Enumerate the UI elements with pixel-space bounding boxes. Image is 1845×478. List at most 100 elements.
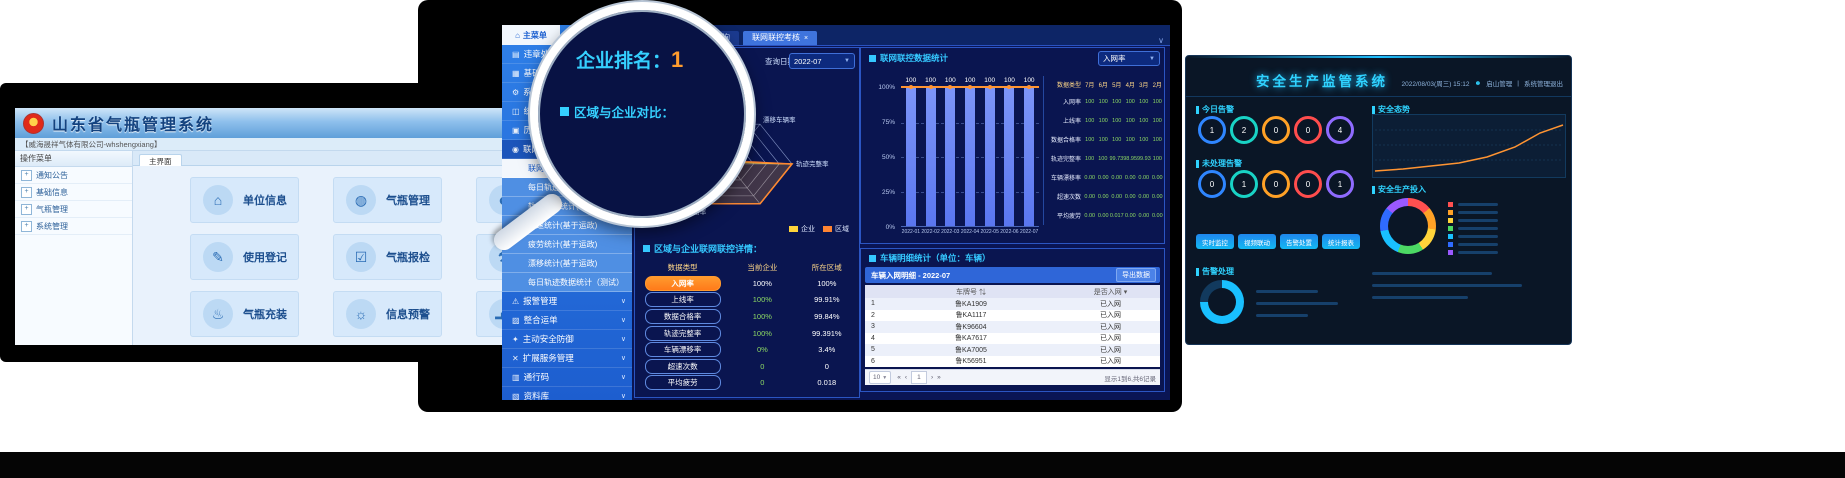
metric-button-车辆漂移率[interactable]: 车辆漂移率 [644, 342, 721, 358]
metric-button-平均疲劳[interactable]: 平均疲劳 [644, 375, 721, 391]
y-tick: 25% [881, 189, 895, 196]
detail-col-当前企业: 当前企业 [747, 262, 778, 272]
bar-2022-06 [1004, 88, 1015, 226]
current-page[interactable]: 1 [910, 371, 927, 384]
month-table: 数据类型 7月 6月 5月 4月 3月 2月 入网率 100 100 100 100 100 100 上线率… [1043, 76, 1164, 225]
expand-icon[interactable]: + [21, 169, 32, 181]
function-button-告警处置[interactable]: 告警处置 [1280, 234, 1318, 249]
placeholder-text-line [1256, 290, 1318, 293]
x-tick: 2022-02 [921, 229, 940, 235]
sidebar-title: 操作菜单 [15, 151, 132, 167]
tabbar-chevron-down-icon[interactable]: ∨ [1158, 36, 1164, 45]
user-name[interactable]: 启山管理 [1486, 81, 1513, 88]
legend-企业: 企业 [789, 224, 815, 234]
function-button-实时监控[interactable]: 实时监控 [1196, 234, 1234, 249]
next-page-button[interactable]: › [930, 374, 934, 381]
function-button-统计报表[interactable]: 统计报表 [1322, 234, 1360, 249]
col-plate[interactable]: 车牌号 ⇅ [956, 288, 986, 296]
expand-icon[interactable]: + [21, 186, 32, 198]
warning-icon: ☼ [346, 299, 376, 329]
tab-strip: 主界面 [133, 151, 502, 168]
menu-item-扩展服务管理[interactable]: ✕ 扩展服务管理 ∨ [502, 349, 632, 368]
tile-信息预警[interactable]: ☼ 信息预警 [333, 291, 442, 337]
metric-select[interactable]: 入网率 ▼ [1098, 51, 1160, 66]
close-icon[interactable]: × [804, 35, 809, 42]
window-body: 操作菜单 + 通知公告 + 基础信息 + 气瓶管理 + 系统管理 主界面 ⌂ 单位信息 ◍ 气瓶管理… [15, 151, 502, 345]
today-alarms-title: 今日告警 [1196, 104, 1234, 115]
wrench-icon: ⚒ [489, 242, 502, 272]
section-bullet-icon [869, 254, 876, 262]
prev-page-button[interactable]: ‹ [904, 374, 907, 381]
expand-icon[interactable]: + [21, 203, 32, 215]
function-button-视频联动[interactable]: 视频联动 [1238, 234, 1276, 249]
menu-item-通行码[interactable]: ▥ 通行码 ∨ [502, 368, 632, 387]
vehicle-row[interactable]: 4 鲁KA7617 已入网 [865, 332, 1160, 344]
detail-table-header: 数据类型 当前企业 所在区域 [635, 260, 859, 274]
alarm-ring-gauge: 1 [1230, 170, 1258, 198]
tile-使用登记[interactable]: ✎ 使用登记 [190, 234, 299, 280]
sort-icon[interactable]: ⇅ [978, 288, 986, 296]
metric-button-超速次数[interactable]: 超速次数 [644, 358, 721, 374]
submenu-item-疲劳统计(基于运政)[interactable]: 疲劳统计(基于运政) [502, 235, 632, 254]
month-table-row: 超速次数 0.00 0.00 0.00 0.00 0.00 0.00 [1056, 193, 1163, 202]
company-value: 100% [752, 328, 772, 338]
logout-link[interactable]: 系统管理退出 [1524, 81, 1563, 88]
metric-button-入网率[interactable]: 入网率 [644, 275, 721, 291]
menu-item-报警管理[interactable]: ⚠ 报警管理 ∨ [502, 292, 632, 311]
vehicle-row[interactable]: 5 鲁KA7005 已入网 [865, 344, 1160, 356]
vehicle-row[interactable]: 3 鲁K96604 已入网 [865, 321, 1160, 333]
y-tick: 0% [885, 224, 895, 231]
sidebar-item-基础信息[interactable]: + 基础信息 [15, 184, 132, 201]
region-value: 99.84% [814, 311, 840, 321]
submenu-item-每日轨迹数据统计（测试）[interactable]: 每日轨迹数据统计（测试） [502, 273, 632, 292]
menu-item-主动安全防御[interactable]: ✦ 主动安全防御 ∨ [502, 330, 632, 349]
expand-icon[interactable]: + [21, 220, 32, 232]
bar-value-label: 100 [944, 77, 956, 84]
vehicle-panel: 车辆明细统计（单位：车辆） 车辆入网明细 - 2022-07 导出数据 车牌号 … [860, 248, 1165, 392]
page-size-select[interactable]: 10 ▼ [869, 371, 892, 384]
sidebar-home-tab[interactable]: ⌂ 主菜单 [502, 25, 560, 45]
sidebar-item-系统管理[interactable]: + 系统管理 [15, 218, 132, 235]
tile-label: 信息预警 [386, 309, 430, 321]
svg-text:轨迹完整率: 轨迹完整率 [796, 159, 829, 168]
donut-legend-swatch [1448, 250, 1453, 255]
trend-line-chart [1374, 124, 1564, 172]
placeholder-text-line [1256, 302, 1338, 305]
metric-button-轨迹完整率[interactable]: 轨迹完整率 [644, 325, 721, 341]
tab-main-screen[interactable]: 主界面 [139, 154, 182, 168]
query-date-select[interactable]: 2022-07 ▼ [789, 53, 855, 69]
submenu-item-漂移统计(基于运政)[interactable]: 漂移统计(基于运政) [502, 254, 632, 273]
export-button[interactable]: 导出数据 [1116, 268, 1156, 282]
vehicle-row[interactable]: 2 鲁KA1117 已入网 [865, 309, 1160, 321]
x-tick: 2022-04 [960, 229, 980, 235]
sidebar-item-气瓶管理[interactable]: + 气瓶管理 [15, 201, 132, 218]
tile-气瓶充装[interactable]: ♨ 气瓶充装 [190, 291, 299, 337]
col-status[interactable]: 是否入网 ▾ [1093, 288, 1128, 296]
tile-气瓶报检[interactable]: ☑ 气瓶报检 [333, 234, 442, 280]
menu-item-整合运单[interactable]: ▨ 整合运单 ∨ [502, 311, 632, 330]
placeholder-text-line [1372, 296, 1468, 299]
filter-chevron-icon[interactable]: ▾ [1123, 288, 1128, 296]
tile-partial[interactable]: ▂▅▇ [476, 291, 502, 337]
x-tick: 2022-05 [980, 229, 999, 235]
vehicle-row[interactable]: 1 鲁KA1909 已入网 [865, 298, 1160, 310]
tab-联网联控考核[interactable]: 联网联控考核 × [743, 31, 818, 45]
left-sidebar: 操作菜单 + 通知公告 + 基础信息 + 气瓶管理 + 系统管理 [15, 151, 133, 345]
company-bar: 【威海晟祥气体有限公司-whshengxiang】 [15, 138, 502, 151]
tile-单位信息[interactable]: ⌂ 单位信息 [190, 177, 299, 223]
alarm-ring-gauge: 0 [1262, 116, 1290, 144]
vehicle-row[interactable]: 6 鲁K56951 已入网 [865, 355, 1160, 367]
menu-item-资料库[interactable]: ▧ 资料库 ∨ [502, 387, 632, 400]
metric-button-上线率[interactable]: 上线率 [644, 292, 721, 308]
vehicle-dashboard: ⌂ 主菜单 ▣ 车辆列表 ❮ ▤违章处置管理∨▦基础信息管理∨⚙系统管理◫统计分… [502, 25, 1170, 400]
stats-icon: ◫ [512, 106, 520, 116]
last-page-button[interactable]: » [937, 374, 941, 381]
sidebar-item-通知公告[interactable]: + 通知公告 [15, 167, 132, 184]
first-page-button[interactable]: « [897, 374, 901, 381]
donut-legend-swatch [1448, 202, 1453, 207]
tile-气瓶管理[interactable]: ◍ 气瓶管理 [333, 177, 442, 223]
query-date-label: 查询日期 [765, 57, 795, 66]
tile-partial[interactable]: ☻ [476, 177, 502, 223]
register-icon: ✎ [203, 242, 233, 272]
metric-button-数据合格率[interactable]: 数据合格率 [644, 308, 721, 324]
